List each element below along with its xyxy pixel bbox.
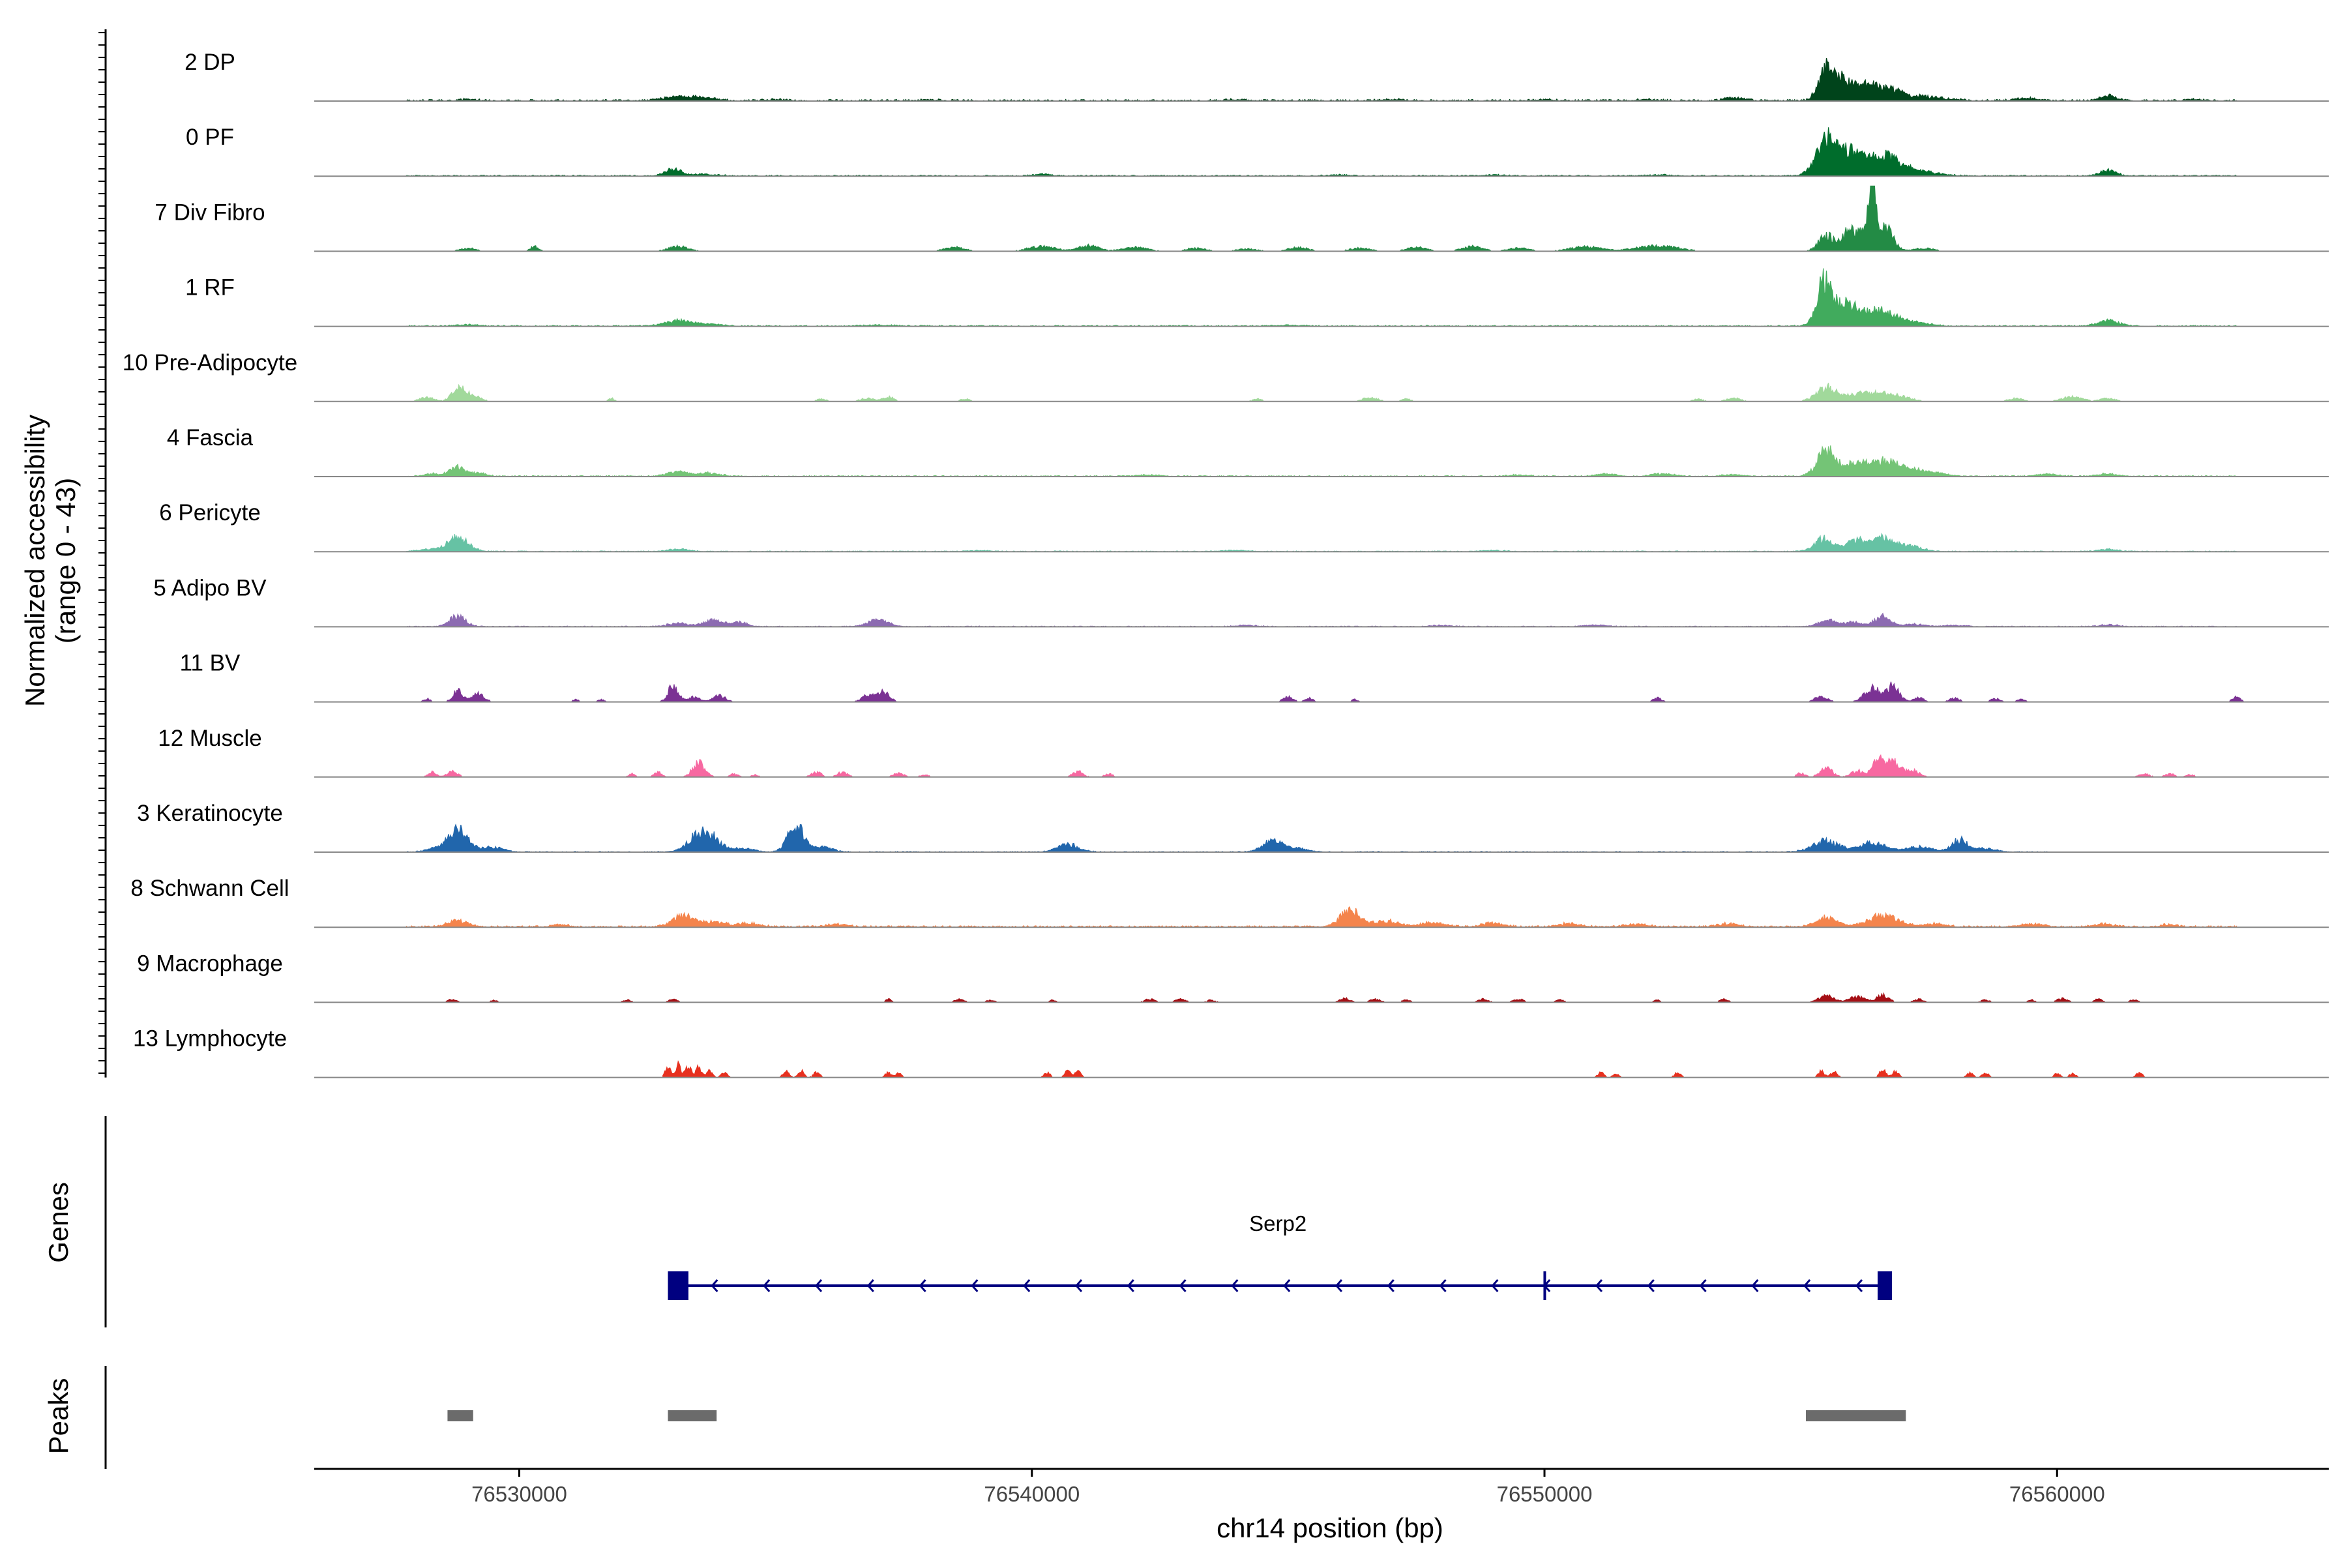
coverage-area	[662, 1060, 2149, 1078]
track-label: 8 Schwann Cell	[130, 876, 289, 901]
track-label: 9 Macrophage	[137, 951, 283, 976]
x-axis-tick-label: 76550000	[1497, 1482, 1593, 1506]
x-axis-tick-label: 76530000	[471, 1482, 567, 1506]
coverage-area	[406, 906, 2237, 928]
strand-arrow	[1595, 1279, 1603, 1292]
track-0-pf: 0 PF	[186, 125, 2329, 177]
y-axis-label-line2: (range 0 - 43)	[50, 478, 81, 643]
strand-arrow	[1803, 1279, 1811, 1292]
gene-name-label: Serp2	[1249, 1211, 1306, 1235]
track-5-adipo-bv: 5 Adipo BV	[153, 575, 2329, 628]
track-4-fascia: 4 Fascia	[167, 425, 2329, 477]
track-11-bv: 11 BV	[180, 651, 2329, 703]
track-2-dp: 2 DP	[185, 50, 2329, 102]
coverage-area	[406, 268, 2237, 327]
x-axis-tick-label: 76540000	[984, 1482, 1080, 1506]
peak-region	[668, 1410, 717, 1421]
track-label: 7 Div Fibro	[155, 200, 265, 225]
track-10-pre-adipocyte: 10 Pre-Adipocyte	[123, 350, 2329, 402]
coverage-area	[406, 445, 2237, 477]
coverage-area	[406, 57, 2237, 102]
track-label: 2 DP	[185, 50, 235, 75]
coverage-area	[406, 533, 2237, 552]
coverage-tracks: 2 DP 0 PF 7 Div Fibro 1 RF 10 Pre-Adipocyte 4…	[123, 50, 2329, 1078]
strand-arrow	[1699, 1279, 1707, 1292]
strand-arrow	[1751, 1279, 1759, 1292]
gene-serp2[interactable]: Serp2	[668, 1211, 1893, 1300]
strand-arrow	[814, 1279, 823, 1292]
track-label: 13 Lymphocyte	[133, 1026, 287, 1052]
strand-arrow	[971, 1279, 979, 1292]
strand-arrow	[1074, 1279, 1083, 1292]
coverage-area	[406, 612, 2237, 628]
gene-track: Serp2	[104, 1116, 1893, 1327]
track-label: 12 Muscle	[158, 726, 262, 751]
track-9-macrophage: 9 Macrophage	[137, 951, 2329, 1003]
x-axis-tick-label: 76560000	[2009, 1482, 2105, 1506]
gene-exon	[1878, 1271, 1893, 1300]
y-axis-layer	[98, 29, 107, 1078]
gene-exon	[1543, 1271, 1546, 1300]
track-1-rf: 1 RF	[185, 268, 2329, 327]
x-axis-layer: 76530000 76540000 76550000 76560000	[314, 1468, 2329, 1506]
genes-track-label: Genes	[43, 1182, 74, 1263]
track-13-lymphocyte: 13 Lymphocyte	[133, 1026, 2329, 1078]
strand-arrow	[1231, 1279, 1239, 1292]
strand-arrow	[1023, 1279, 1031, 1292]
track-label: 1 RF	[185, 275, 235, 301]
track-label: 6 Pericyte	[159, 500, 261, 525]
peak-region	[447, 1410, 473, 1421]
coverage-area	[417, 754, 2201, 778]
coverage-area	[417, 992, 2211, 1003]
track-label: 3 Keratinocyte	[137, 801, 283, 826]
strand-arrow	[1335, 1279, 1343, 1292]
strand-arrow	[1439, 1279, 1447, 1292]
peak-track	[104, 1366, 1906, 1469]
strand-arrow	[1491, 1279, 1499, 1292]
strand-arrow	[711, 1279, 718, 1292]
track-label: 5 Adipo BV	[153, 575, 267, 600]
strand-arrow	[866, 1279, 874, 1292]
y-axis-label-line1: Normalized accessibility	[20, 415, 50, 707]
track-3-keratinocyte: 3 Keratinocyte	[137, 801, 2329, 853]
strand-arrow	[1647, 1279, 1655, 1292]
strand-arrow	[1283, 1279, 1291, 1292]
coverage-area	[406, 383, 2211, 402]
peaks-track-label: Peaks	[43, 1378, 74, 1455]
coverage-area	[406, 127, 2237, 177]
strand-arrow	[1127, 1279, 1134, 1292]
track-8-schwann-cell: 8 Schwann Cell	[130, 876, 2329, 928]
strand-arrow	[1855, 1279, 1863, 1292]
strand-arrow	[919, 1279, 926, 1292]
strand-arrow	[1179, 1279, 1187, 1292]
coverage-area	[417, 681, 2247, 703]
track-label: 4 Fascia	[167, 425, 254, 451]
x-axis-label: chr14 position (bp)	[1217, 1513, 1443, 1543]
strand-arrow	[1387, 1279, 1395, 1292]
track-label: 10 Pre-Adipocyte	[123, 350, 297, 376]
strand-arrow	[763, 1279, 771, 1292]
peak-region	[1806, 1410, 1906, 1421]
track-6-pericyte: 6 Pericyte	[159, 500, 2329, 553]
coverage-area	[406, 823, 2048, 853]
track-label: 11 BV	[180, 651, 241, 676]
track-7-div-fibro: 7 Div Fibro	[155, 185, 2329, 252]
coverage-area	[406, 185, 2237, 252]
gene-exon	[668, 1271, 688, 1300]
track-label: 0 PF	[186, 125, 234, 150]
track-12-muscle: 12 Muscle	[158, 726, 2329, 778]
